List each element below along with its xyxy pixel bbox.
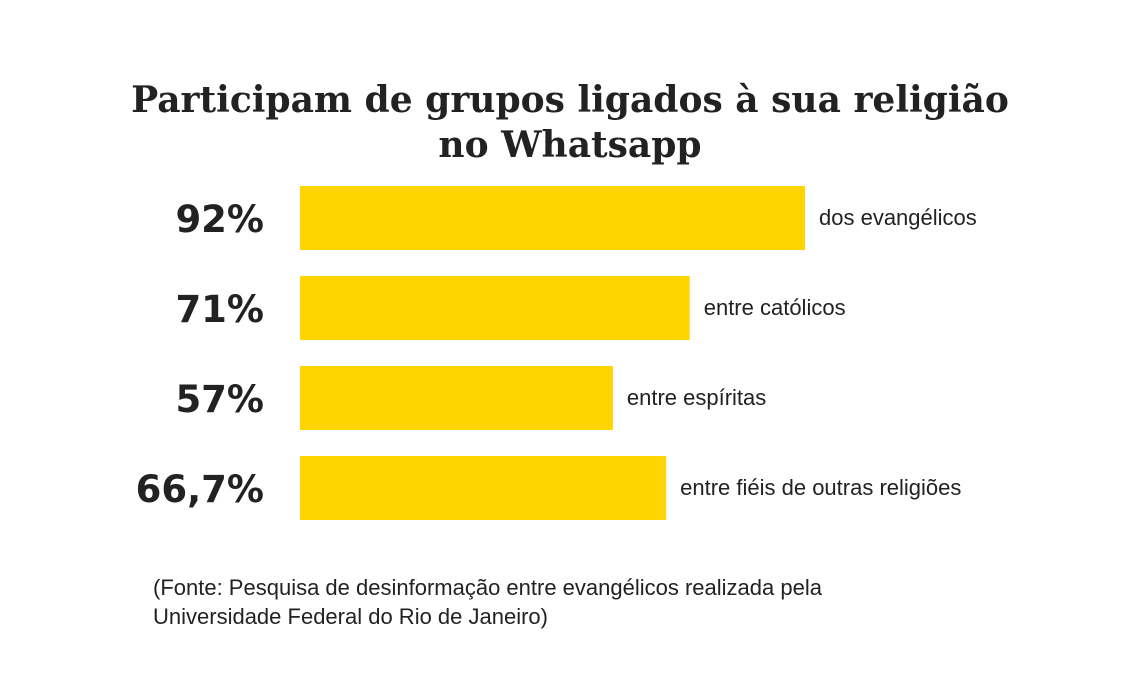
value-label: 66,7% <box>136 468 264 511</box>
category-label: entre católicos <box>704 295 846 320</box>
source-note: (Fonte: Pesquisa de desinformação entre … <box>153 573 822 631</box>
bar-0 <box>300 186 805 250</box>
value-label: 57% <box>175 378 264 421</box>
source-line-1: (Fonte: Pesquisa de desinformação entre … <box>153 575 822 600</box>
source-line-2: Universidade Federal do Rio de Janeiro) <box>153 604 548 629</box>
chart-title-line-1: Participam de grupos ligados à sua relig… <box>131 79 1009 121</box>
chart-title-line-2: no Whatsapp <box>438 124 701 166</box>
bar-3 <box>300 456 667 520</box>
category-label: entre fiéis de outras religiões <box>680 475 961 500</box>
category-label: dos evangélicos <box>819 205 977 230</box>
value-label: 92% <box>175 198 264 241</box>
value-label: 71% <box>175 288 264 331</box>
bar-1 <box>300 276 690 340</box>
bar-2 <box>300 366 613 430</box>
category-label: entre espíritas <box>627 385 766 410</box>
